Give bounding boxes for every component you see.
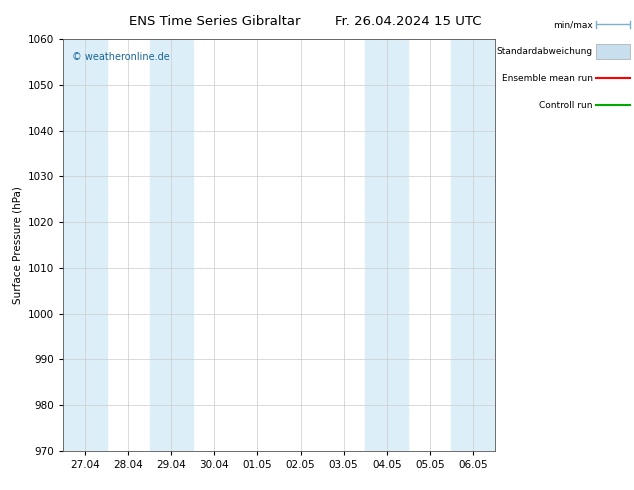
Y-axis label: Surface Pressure (hPa): Surface Pressure (hPa) — [13, 186, 23, 304]
Text: Standardabweichung: Standardabweichung — [496, 47, 593, 56]
Bar — [365, 39, 408, 451]
Text: © weatheronline.de: © weatheronline.de — [72, 51, 170, 62]
Bar — [63, 39, 107, 451]
Text: ENS Time Series Gibraltar: ENS Time Series Gibraltar — [129, 15, 300, 28]
Bar — [451, 39, 495, 451]
Text: Fr. 26.04.2024 15 UTC: Fr. 26.04.2024 15 UTC — [335, 15, 482, 28]
Text: min/max: min/max — [553, 20, 593, 29]
Bar — [150, 39, 193, 451]
Text: Controll run: Controll run — [540, 101, 593, 110]
Text: Ensemble mean run: Ensemble mean run — [501, 74, 593, 83]
